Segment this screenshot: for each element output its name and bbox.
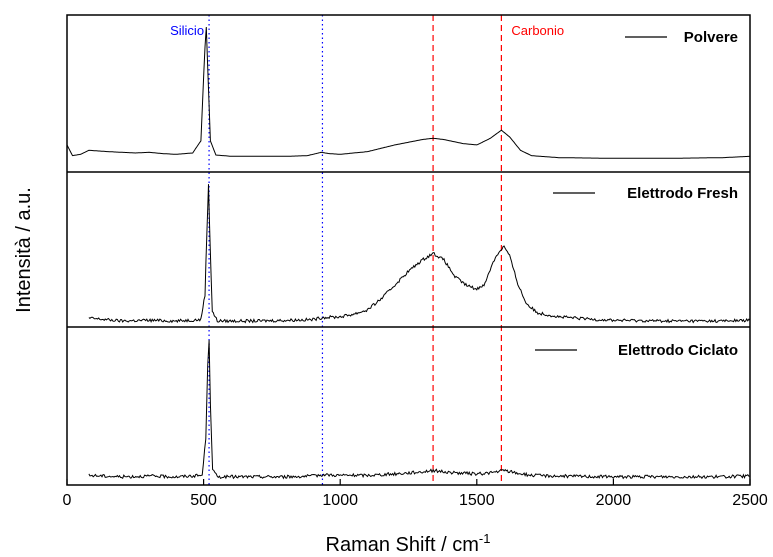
- reference-label-0: Silicio: [170, 23, 204, 38]
- legend-label-2: Elettrodo Ciclato: [618, 342, 738, 359]
- x-tick-label-5: 2500: [732, 492, 768, 509]
- x-tick-label-1: 500: [190, 492, 217, 509]
- legend-label-0: Polvere: [684, 29, 738, 46]
- x-axis-title: Raman Shift / cm-1: [326, 531, 491, 556]
- traces-group: [66, 26, 751, 480]
- x-tick-label-3: 1500: [459, 492, 495, 509]
- plot-frame: [66, 14, 751, 486]
- series-line-0: [66, 26, 751, 159]
- plot-border: [66, 14, 751, 486]
- annotations-group: Silicio Carbonio: [170, 23, 564, 38]
- reference-lines-group: [208, 15, 502, 485]
- x-tick-label-4: 2000: [596, 492, 632, 509]
- legend-label-1: Elettrodo Fresh: [627, 185, 738, 202]
- legends-group: Polvere Elettrodo Fresh Elettrodo Ciclato: [535, 29, 738, 359]
- x-tick-label-0: 0: [63, 492, 72, 509]
- x-ticks-group: 0 500 1000 1500 2000 2500: [63, 479, 768, 509]
- reference-label-3: Carbonio: [511, 23, 564, 38]
- series-line-2: [88, 340, 751, 480]
- x-tick-label-2: 1000: [322, 492, 358, 509]
- y-axis-title: Intensità / a.u.: [13, 187, 35, 313]
- series-line-1: [88, 184, 751, 324]
